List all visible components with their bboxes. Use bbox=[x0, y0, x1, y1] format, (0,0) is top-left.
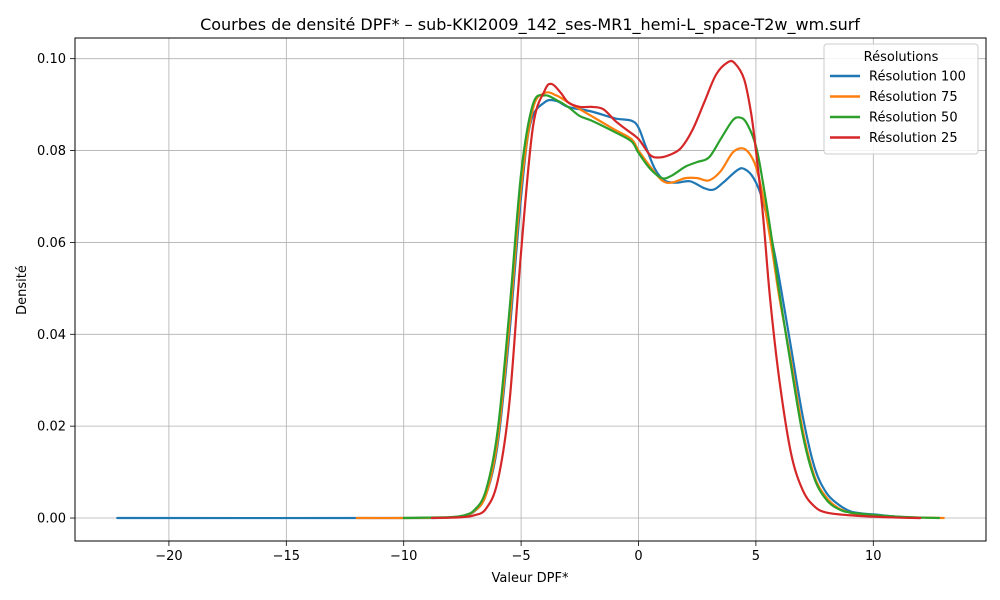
legend-frame bbox=[823, 43, 979, 155]
y-tick-label: 0.10 bbox=[37, 52, 66, 67]
y-tick-label: 0.06 bbox=[37, 236, 66, 251]
x-tick-label: −10 bbox=[390, 549, 417, 564]
axis-ticks: −20 −15 −10 −5 0 5 10 0.00 0.02 0.04 0.06 0.08 0.10 bbox=[37, 52, 882, 564]
y-tick-label: 0.04 bbox=[37, 328, 66, 343]
series-lines bbox=[116, 59, 945, 520]
chart-title: Courbes de densité DPF* – sub-KKI2009_14… bbox=[200, 15, 860, 35]
legend-entry-label: Résolution 50 bbox=[869, 111, 958, 126]
legend-entry-label: Résolution 75 bbox=[869, 90, 958, 105]
x-axis-title: Valeur DPF* bbox=[491, 571, 569, 586]
series-line-r-solution-50 bbox=[402, 94, 941, 520]
series-line-r-solution-25 bbox=[430, 59, 922, 520]
y-axis-title: Densité bbox=[15, 265, 30, 315]
x-tick-label: −5 bbox=[512, 549, 531, 564]
plot-frame bbox=[74, 37, 987, 542]
legend-title: Résolutions bbox=[864, 50, 939, 65]
legend-entry-label: Résolution 100 bbox=[869, 70, 966, 85]
y-tick-label: 0.02 bbox=[37, 420, 66, 435]
y-tick-label: 0.08 bbox=[37, 144, 66, 159]
x-tick-label: 5 bbox=[752, 549, 760, 564]
x-tick-label: 10 bbox=[865, 549, 882, 564]
y-tick-label: 0.00 bbox=[37, 512, 66, 527]
series-line-r-solution-75 bbox=[355, 91, 945, 520]
legend: Résolutions Résolution 100 Résolution 75 R… bbox=[823, 43, 979, 155]
x-tick-label: −15 bbox=[273, 549, 300, 564]
legend-entry-label: Résolution 25 bbox=[869, 131, 958, 146]
x-tick-label: 0 bbox=[634, 549, 642, 564]
x-tick-label: −20 bbox=[155, 549, 182, 564]
